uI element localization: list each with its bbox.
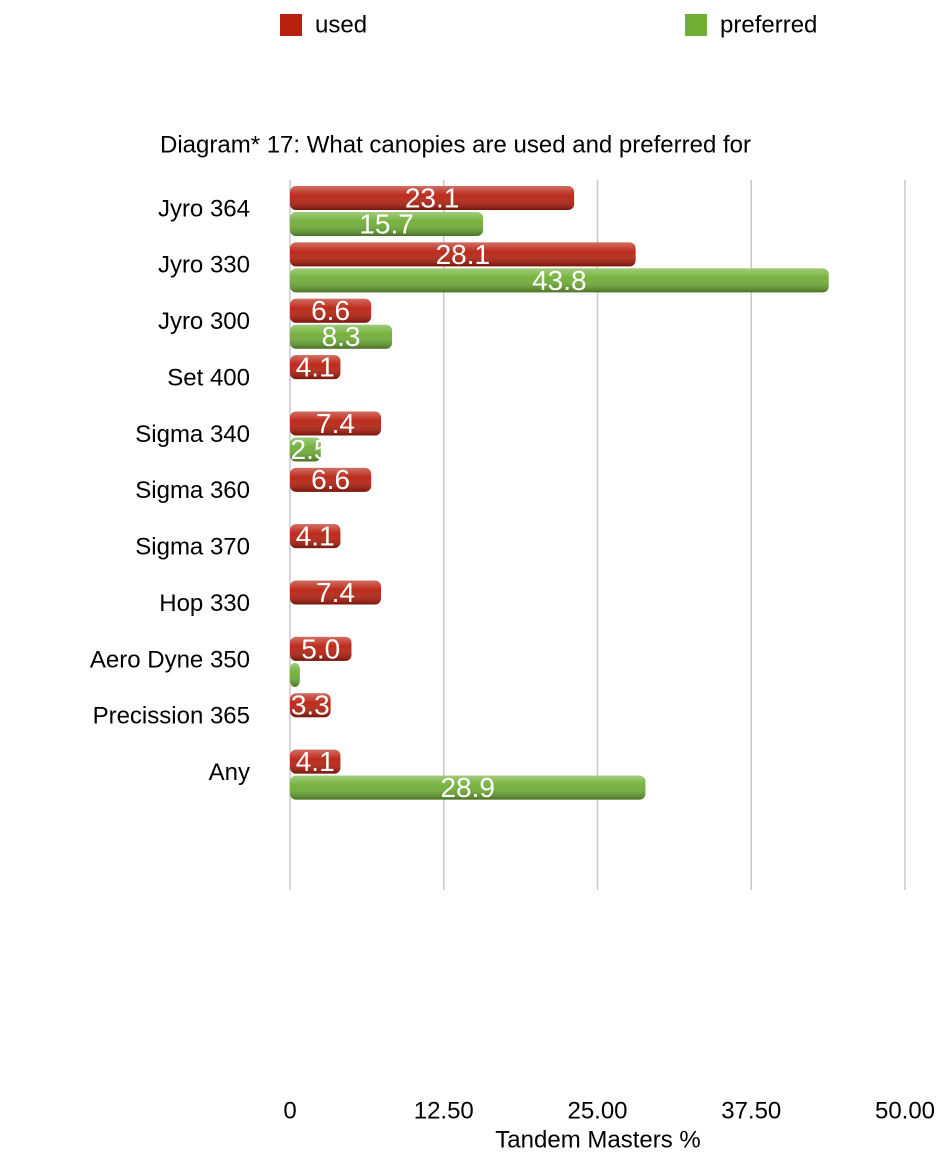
bar-shine — [290, 324, 393, 349]
bar-shine — [290, 268, 829, 293]
category-label: Any — [209, 759, 250, 786]
bar-shine — [290, 662, 300, 687]
category-label: Jyro 330 — [158, 252, 250, 279]
bar-shine — [290, 212, 484, 236]
bar-shine — [290, 437, 321, 462]
value-label: 43.8 — [532, 265, 587, 296]
bar-shine — [290, 186, 575, 210]
value-label: 4.1 — [296, 521, 335, 552]
x-tick-label: 50.00 — [875, 1097, 935, 1124]
x-tick-label: 0 — [283, 1097, 296, 1124]
value-label: 15.7 — [359, 208, 414, 239]
category-label: Sigma 370 — [135, 534, 250, 561]
value-label: 8.3 — [322, 321, 361, 352]
value-label: .8 — [298, 659, 321, 690]
value-label: 4.1 — [296, 351, 335, 382]
category-label: Sigma 340 — [135, 421, 250, 448]
value-label: 6.6 — [311, 464, 350, 495]
category-label: Hop 330 — [159, 590, 250, 617]
value-label: 4.1 — [296, 746, 335, 777]
value-label: 2.5 — [291, 434, 330, 465]
value-label: 28.1 — [436, 239, 491, 270]
bar-shine — [290, 355, 341, 380]
category-label: Aero Dyne 350 — [90, 646, 250, 673]
x-axis-label: Tandem Masters % — [495, 1126, 700, 1153]
x-tick-label: 37.50 — [721, 1097, 781, 1124]
chart-title: Diagram* 17: What canopies are used and … — [160, 131, 751, 158]
bar-shine — [290, 411, 382, 436]
legend-swatch — [685, 14, 707, 36]
value-label: 7.4 — [316, 408, 355, 439]
bar-shine — [290, 636, 352, 661]
bar-shine — [290, 693, 331, 718]
category-label: Set 400 — [167, 364, 250, 391]
bar-shine — [290, 242, 636, 267]
bar-shine — [290, 775, 646, 800]
bar-shine — [290, 524, 341, 549]
category-label: Precission 365 — [93, 703, 250, 730]
category-label: Jyro 300 — [158, 308, 250, 335]
value-label: 5.0 — [301, 633, 340, 664]
x-tick-label: 25.00 — [567, 1097, 627, 1124]
value-label: 6.6 — [311, 295, 350, 326]
legend-label: used — [315, 11, 367, 38]
value-label: 3.3 — [291, 690, 330, 721]
category-label: Sigma 360 — [135, 477, 250, 504]
value-label: 7.4 — [316, 577, 355, 608]
value-label: 23.1 — [405, 182, 460, 213]
bar-shine — [290, 467, 372, 492]
category-label: Jyro 364 — [158, 195, 250, 222]
x-tick-label: 12.50 — [414, 1097, 474, 1124]
bar-shine — [290, 298, 372, 323]
bar-shine — [290, 580, 382, 605]
legend-label: preferred — [720, 11, 817, 38]
value-label: 28.9 — [440, 772, 495, 803]
bar-shine — [290, 749, 341, 774]
legend-swatch — [280, 14, 302, 36]
